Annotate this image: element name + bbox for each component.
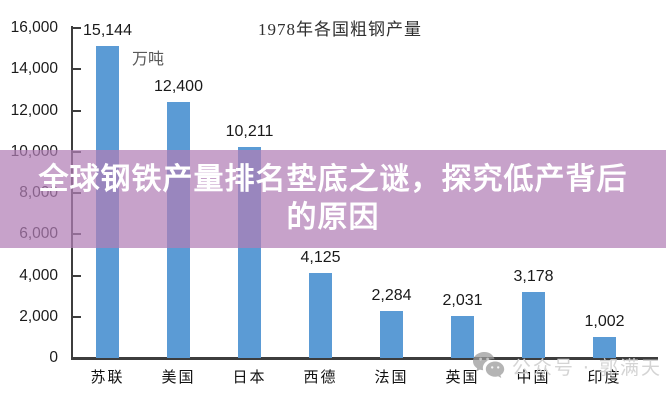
- headline-line-2: 的原因: [286, 200, 380, 235]
- bar: [451, 316, 474, 358]
- watermark: 公众号 · 郭满天: [472, 351, 662, 381]
- y-tick-label: 14,000: [10, 60, 58, 78]
- y-tick-label: 4,000: [19, 266, 58, 284]
- bar: [309, 272, 332, 358]
- headline-overlay-banner: 全球钢铁产量排名垫底之谜，探究低产背后 的原因: [0, 150, 666, 248]
- y-tick-mark: [72, 27, 81, 29]
- bar-value-label: 1,002: [584, 313, 625, 331]
- bar: [522, 292, 545, 358]
- chart-title: 1978年各国粗钢产量: [258, 20, 422, 39]
- category-label: 印度: [587, 370, 622, 386]
- category-label: 法国: [374, 370, 409, 386]
- y-tick-mark: [72, 315, 81, 318]
- y-tick-label: 16,000: [10, 19, 58, 36]
- bar-value-label: 2,031: [442, 292, 483, 310]
- bar: [593, 337, 616, 358]
- category-label: 日本: [232, 370, 267, 386]
- y-tick-label: 0: [49, 349, 58, 366]
- category-label: 美国: [161, 370, 196, 386]
- wechat-icon: [472, 352, 505, 378]
- x-axis-line: [71, 357, 658, 360]
- category-label: 西德: [303, 370, 338, 386]
- unit-label: 万吨: [132, 51, 165, 68]
- y-tick-label: 12,000: [10, 101, 58, 119]
- y-tick-label: 2,000: [19, 307, 58, 325]
- bar-value-label: 2,284: [371, 286, 412, 304]
- bar-value-label: 3,178: [513, 268, 554, 286]
- bar-value-label: 12,400: [154, 78, 203, 96]
- y-tick-mark: [72, 68, 81, 71]
- headline-line-1: 全球钢铁产量排名垫底之谜，探究低产背后: [38, 162, 628, 197]
- y-tick-mark: [72, 109, 81, 112]
- bar-value-label: 4,125: [300, 248, 341, 266]
- category-label: 英国: [445, 370, 480, 386]
- bar: [380, 310, 403, 358]
- bar-value-label: 10,211: [225, 123, 274, 141]
- category-label: 苏联: [90, 370, 125, 386]
- category-label: 中国: [516, 370, 551, 386]
- y-tick-mark: [72, 274, 81, 277]
- watermark-text: 公众号 · 郭满天: [511, 356, 662, 379]
- bar-value-label: 15,144: [83, 21, 132, 39]
